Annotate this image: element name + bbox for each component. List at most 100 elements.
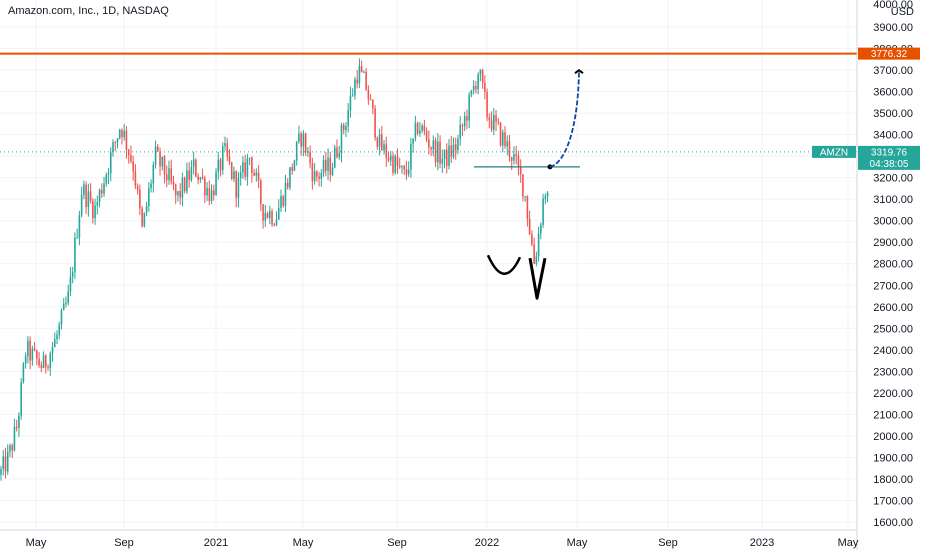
candle-body [331,167,334,175]
candle-body [74,237,76,273]
projection-arrowhead [574,68,584,74]
candle-body [517,155,520,167]
candle-body [336,147,338,157]
candle-body [546,192,549,197]
candle-body [148,188,150,207]
price-tick-label: 3200.00 [873,173,913,185]
candle-body [448,145,450,167]
candle-body [501,132,504,146]
candle-body [62,303,65,311]
candle-body [103,183,105,194]
candle-body [302,133,305,147]
candle-body [307,151,309,153]
candle-body [405,169,408,175]
candle-body [24,356,27,364]
drawings [474,68,584,300]
candle-body [519,166,522,175]
price-tick-label: 2400.00 [873,345,913,357]
candle-body [531,234,533,245]
candle-body [327,157,329,171]
price-tick-label: 3500.00 [873,108,913,120]
candle-body [414,123,417,139]
candle-body [528,218,531,235]
candle-body [183,177,186,192]
candle-body [340,124,343,154]
candle-body [515,154,517,156]
candle-body [49,353,52,369]
candle-body [291,167,293,171]
candle-body [143,212,146,227]
projection-arrow[interactable] [549,72,580,168]
candle-body [98,189,101,202]
candle-body [358,66,361,84]
candle-body [235,171,237,198]
candle-body [118,129,121,139]
candle-body [107,173,110,175]
candle-body [170,168,173,182]
candle-body [60,310,63,325]
candle-body [338,153,341,157]
time-tick-label: May [838,537,859,549]
candle-body [40,365,43,369]
symbol-tag [812,145,856,158]
candle-body [499,122,502,146]
candle-body [260,180,262,205]
grid-lines [0,0,857,530]
candle-body [127,149,130,155]
candle-body [513,154,515,161]
candle-body [493,115,495,130]
bottom-marker [528,257,547,300]
candle-body [186,170,188,192]
candle-body [401,166,403,168]
last-price-label: 3319.76 [871,147,908,158]
candle-body [217,159,220,173]
candle-body [510,157,513,161]
candle-body [286,182,289,188]
candle-body [322,160,325,174]
candle-body [228,156,231,163]
candle-body [266,213,269,218]
candle-body [461,124,464,127]
price-tick-label: 2000.00 [873,431,913,443]
candle-body [486,91,488,118]
candle-body [242,162,244,173]
candle-body [13,426,16,451]
candle-body [407,169,410,175]
candle-body [244,162,246,177]
candle-body [71,272,74,277]
candle-body [154,146,157,165]
candle-body [145,206,148,213]
candle-body [230,162,233,179]
candle-body [477,74,479,90]
time-axis[interactable]: May Sep 2021 May Sep 2022 May Sep 2023 May [26,537,859,549]
candle-body [150,183,152,189]
candle-body [481,69,484,83]
candle-body [289,167,291,188]
candle-body [53,339,56,348]
candle-body [6,451,9,472]
time-tick-label: May [293,537,314,549]
resistance-price-label: 3776.32 [871,49,908,60]
candle-body [410,144,412,170]
candle-body [392,155,394,173]
candle-body [15,426,18,428]
candles [0,58,549,481]
candle-body [490,120,493,130]
candle-body [544,196,547,199]
candle-body [537,233,540,257]
candle-body [92,200,94,219]
candle-body [125,130,128,150]
candle-body [56,334,58,340]
bottom-marker [486,254,522,275]
price-tick-label: 1900.00 [873,452,913,464]
candle-body [94,205,96,219]
time-tick-label: Sep [114,537,134,549]
candle-body [237,177,240,198]
price-tick-label: 2100.00 [873,409,913,421]
candle-body [132,161,134,172]
candle-body [168,168,170,181]
candle-body [497,121,500,123]
candle-body [374,108,376,138]
